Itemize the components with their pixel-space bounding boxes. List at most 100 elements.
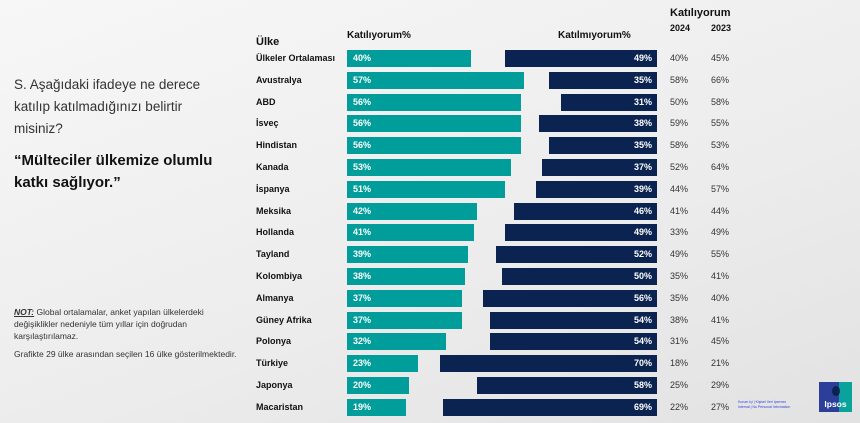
question-text: S. Aşağıdaki ifadeye ne derece katılıp k… [14, 77, 201, 136]
agree-bar: 56% [347, 93, 521, 111]
table-row: Avustralya 57% 35% 58% 66% [0, 71, 860, 90]
header-country: Ülke [256, 36, 280, 48]
agree-2024-value: 58% [670, 140, 689, 151]
note-label: NOT: [14, 307, 35, 317]
agree-value: 20% [353, 380, 372, 390]
agree-2023-value: 66% [711, 74, 730, 85]
agree-bar: 40% [347, 50, 471, 67]
country-label: Hollanda [256, 227, 295, 238]
agree-2024-value: 22% [670, 401, 689, 412]
ipsos-logo: Ipsos [819, 382, 852, 412]
agree-2024-value: 52% [670, 162, 689, 172]
disagree-value: 54% [633, 314, 652, 325]
statement-text: “Mülteciler ülkemize olumlu katkı sağlıy… [14, 152, 213, 191]
agree-bar: 41% [347, 224, 475, 242]
disagree-value: 35% [633, 74, 652, 85]
country-label: Avustralya [256, 74, 302, 85]
note-text: Global ortalamalar, anket yapılan ülkele… [14, 307, 204, 341]
country-label: Kolombiya [256, 271, 303, 281]
agree-bar: 38% [347, 268, 465, 285]
agree-value: 32% [353, 336, 372, 347]
agree-value: 56% [353, 118, 372, 129]
disagree-bar: 37% [542, 159, 657, 176]
agree-value: 41% [353, 227, 372, 238]
table-row: Meksika 42% 46% 41% 44% [0, 202, 860, 221]
agree-2024-value: 18% [670, 358, 689, 369]
agree-2023-value: 21% [711, 358, 730, 369]
agree-bar: 56% [347, 115, 521, 133]
disagree-bar: 35% [548, 137, 657, 155]
table-row: Hollanda 41% 49% 33% 49% [0, 224, 860, 242]
agree-bar: 37% [347, 289, 462, 307]
agree-bar: 42% [347, 202, 478, 220]
header-2023: 2023 [711, 23, 732, 33]
disagree-bar: 52% [495, 246, 657, 264]
disagree-value: 70% [633, 358, 652, 369]
country-label: Türkiye [256, 358, 289, 369]
country-label: Macaristan [256, 401, 304, 412]
table-row: Güney Afrika 37% 54% 38% 41% [0, 311, 860, 330]
table-row: Almanya 37% 56% 35% 40% [0, 289, 860, 308]
agree-2023-value: 64% [711, 162, 730, 172]
disagree-bar: 35% [548, 71, 657, 89]
agree-value: 37% [353, 314, 372, 325]
country-label: Japonya [256, 380, 293, 390]
disagree-bar: 54% [489, 333, 657, 351]
table-row: Türkiye 23% 70% 18% 21% [0, 355, 860, 373]
agree-value: 57% [353, 74, 372, 85]
agree-2024-value: 35% [670, 271, 689, 281]
country-label: İsveç [256, 118, 279, 129]
disagree-bar: 50% [502, 268, 657, 285]
disagree-bar: 31% [560, 93, 657, 111]
agree-value: 39% [353, 249, 372, 260]
agree-value: 56% [353, 96, 372, 107]
disagree-bar: 56% [483, 289, 657, 307]
header-agree: Katılıyorum% [347, 30, 411, 41]
agree-2023-value: 41% [711, 314, 730, 325]
agree-2024-value: 31% [670, 336, 689, 347]
agree-2024-value: 58% [670, 74, 689, 85]
country-label: İspanya [256, 183, 290, 194]
disagree-value: 46% [633, 205, 652, 216]
header-2024: 2024 [670, 23, 691, 33]
disagree-bar: 39% [536, 180, 657, 198]
table-row: Kanada 53% 37% 52% 64% [0, 159, 860, 177]
agree-bar: 51% [347, 180, 506, 198]
country-label: Hindistan [256, 140, 298, 151]
agree-2023-value: 55% [711, 118, 730, 129]
country-label: ABD [256, 96, 276, 107]
agree-2023-value: 57% [711, 183, 730, 194]
table-row: Tayland 39% 52% 49% 55% [0, 246, 860, 264]
table-row: ABD 56% 31% 50% 58% [0, 93, 860, 112]
agree-value: 38% [353, 271, 372, 281]
table-row: Macaristan 19% 69% 22% 27% [0, 398, 860, 417]
agree-bar: 23% [347, 355, 419, 373]
agree-value: 40% [353, 53, 372, 63]
agree-bar: 56% [347, 137, 521, 155]
agree-value: 56% [353, 140, 372, 151]
country-label: Almanya [256, 292, 294, 303]
agree-bar: 53% [347, 159, 512, 176]
note-countries: Grafikte 29 ülke arasından seçilen 16 ül… [14, 349, 237, 359]
agree-2023-value: 53% [711, 140, 730, 151]
disagree-value: 49% [633, 227, 652, 238]
agree-2023-value: 45% [711, 53, 730, 63]
agree-value: 42% [353, 205, 372, 216]
agree-2024-value: 33% [670, 227, 689, 238]
agree-value: 19% [353, 401, 372, 412]
agree-bar: 37% [347, 311, 462, 329]
classification-label: Kurum İçi | Kişisel Veri İçermez Interna… [738, 400, 791, 409]
disagree-bar: 69% [443, 398, 657, 416]
agree-bar: 57% [347, 71, 524, 89]
table-row: Kolombiya 38% 50% 35% 41% [0, 268, 860, 286]
agree-2023-value: 40% [711, 292, 730, 303]
agree-bar: 32% [347, 333, 447, 351]
country-label: Güney Afrika [256, 314, 312, 325]
table-row: Ülkeler Ortalaması 40% 49% 40% 45% [0, 50, 860, 68]
table-row: İspanya 51% 39% 44% 57% [0, 180, 860, 199]
agree-2023-value: 49% [711, 227, 730, 238]
agree-2023-value: 45% [711, 336, 730, 347]
disagree-value: 58% [633, 380, 652, 390]
agree-2024-value: 49% [670, 249, 689, 260]
agree-2023-value: 55% [711, 249, 730, 260]
